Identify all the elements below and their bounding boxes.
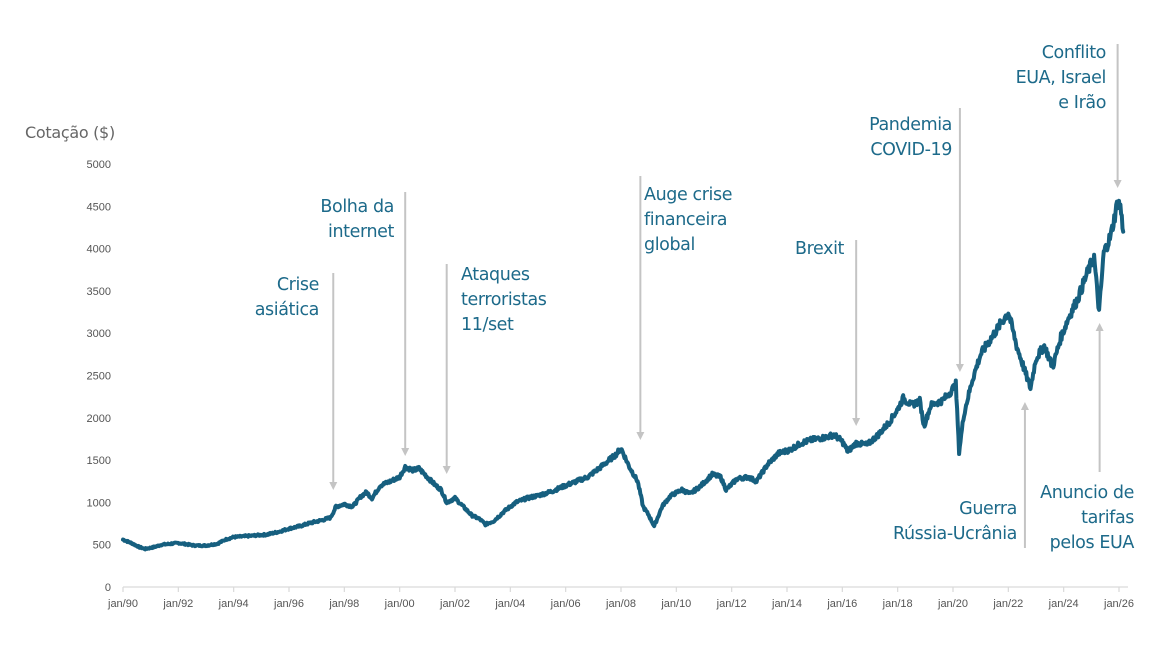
arrow-down-icon (329, 482, 338, 490)
x-tick-label: jan/00 (384, 598, 415, 610)
x-tick-label: jan/98 (328, 598, 359, 610)
annotation-text: Conflito (1042, 43, 1106, 63)
y-tick-label: 5000 (87, 159, 111, 171)
annotation-text: Crise (277, 275, 319, 295)
x-tick-label: jan/12 (716, 598, 747, 610)
x-tick-label: jan/92 (162, 598, 193, 610)
y-tick-label: 2500 (87, 371, 111, 383)
arrow-up-icon (1095, 323, 1104, 331)
x-tick-label: jan/22 (992, 598, 1023, 610)
annotation-text: asiática (255, 300, 319, 320)
x-tick-label: jan/96 (273, 598, 304, 610)
annotation-text: global (644, 235, 695, 255)
x-tick-label: jan/02 (439, 598, 470, 610)
annotation-text: Guerra (959, 499, 1017, 519)
annotation: Bolha da internet (320, 192, 410, 456)
x-tick-label: jan/06 (550, 598, 581, 610)
annotation: Brexit (795, 239, 861, 426)
y-tick-label: 1000 (87, 497, 111, 509)
annotation: Guerra Rússia-Ucrânia (893, 402, 1029, 548)
annotation-text: terroristas (461, 290, 547, 310)
annotation-text: pelos EUA (1050, 533, 1135, 553)
y-tick-label: 2000 (87, 413, 111, 425)
annotation: Pandemia COVID-19 (869, 108, 964, 372)
y-tick-label: 3000 (87, 328, 111, 340)
y-axis-title: Cotação ($) (25, 123, 115, 142)
annotation: Ataques terroristas 11/set (442, 264, 547, 474)
annotation-text: EUA, Israel (1016, 68, 1106, 88)
y-axis: 0 500 1000 1500 2000 2500 3000 3500 4000 4500 5000 (87, 159, 111, 594)
annotation: Anuncio de tarifas pelos EUA (1040, 323, 1135, 553)
annotation-text: internet (328, 222, 395, 242)
x-tick-label: jan/94 (218, 598, 249, 610)
annotation-text: Bolha da (320, 197, 394, 217)
annotation-text: Auge crise (644, 185, 732, 205)
arrow-down-icon (852, 418, 861, 426)
annotation-text: COVID-19 (870, 140, 952, 160)
annotation-text: Ataques (461, 265, 530, 285)
x-tick-label: jan/10 (660, 598, 691, 610)
x-tick-label: jan/14 (771, 598, 802, 610)
annotation: Conflito EUA, Israel e Irão (1016, 43, 1122, 188)
y-tick-label: 4500 (87, 201, 111, 213)
y-tick-label: 4000 (87, 244, 111, 256)
annotation: Auge crise financeira global (636, 176, 732, 440)
annotation-text: financeira (644, 210, 727, 230)
x-tick-label: jan/20 (937, 598, 968, 610)
series-line-cotacao (121, 198, 1126, 552)
arrow-down-icon (636, 432, 645, 440)
annotations: Crise asiática Bolha da internet Ataques terr… (255, 43, 1135, 553)
y-tick-label: 500 (93, 540, 111, 552)
arrow-down-icon (955, 364, 964, 372)
arrow-down-icon (1113, 180, 1122, 188)
arrow-up-icon (1020, 402, 1029, 410)
y-tick-label: 3500 (87, 286, 111, 298)
x-tick-label: jan/26 (1103, 598, 1134, 610)
x-tick-label: jan/90 (107, 598, 138, 610)
series-group (121, 198, 1126, 552)
x-tick-label: jan/04 (494, 598, 525, 610)
annotation: Crise asiática (255, 273, 338, 490)
annotation-text: Pandemia (869, 115, 952, 135)
x-tick-label: jan/24 (1048, 598, 1079, 610)
x-axis: jan/90 jan/92 jan/94 jan/96 jan/98 jan/00 jan/… (107, 586, 1134, 610)
annotation-text: Rússia-Ucrânia (893, 524, 1017, 544)
arrow-down-icon (442, 466, 451, 474)
y-tick-label: 1500 (87, 455, 111, 467)
annotation-text: 11/set (461, 315, 514, 335)
x-tick-label: jan/08 (605, 598, 636, 610)
x-tick-label: jan/18 (882, 598, 913, 610)
x-tick-label: jan/16 (826, 598, 857, 610)
arrow-down-icon (401, 448, 410, 456)
annotation-text: tarifas (1081, 508, 1134, 528)
annotation-text: Anuncio de (1040, 483, 1134, 503)
annotation-text: Brexit (795, 239, 844, 259)
y-tick-label: 0 (105, 582, 111, 594)
annotation-text: e Irão (1058, 93, 1106, 113)
